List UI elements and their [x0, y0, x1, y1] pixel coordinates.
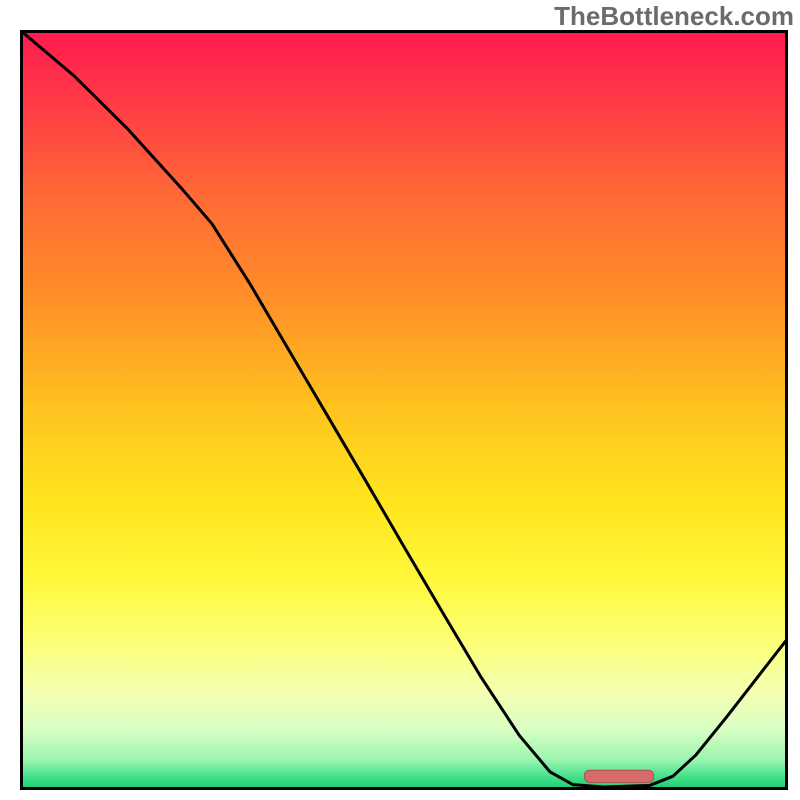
plot-area	[20, 30, 788, 790]
chart-root: TheBottleneck.com	[0, 0, 800, 800]
watermark-text: TheBottleneck.com	[554, 1, 794, 32]
optimal-range-marker	[584, 770, 653, 782]
curve-layer	[20, 30, 788, 790]
bottleneck-curve	[20, 30, 788, 787]
